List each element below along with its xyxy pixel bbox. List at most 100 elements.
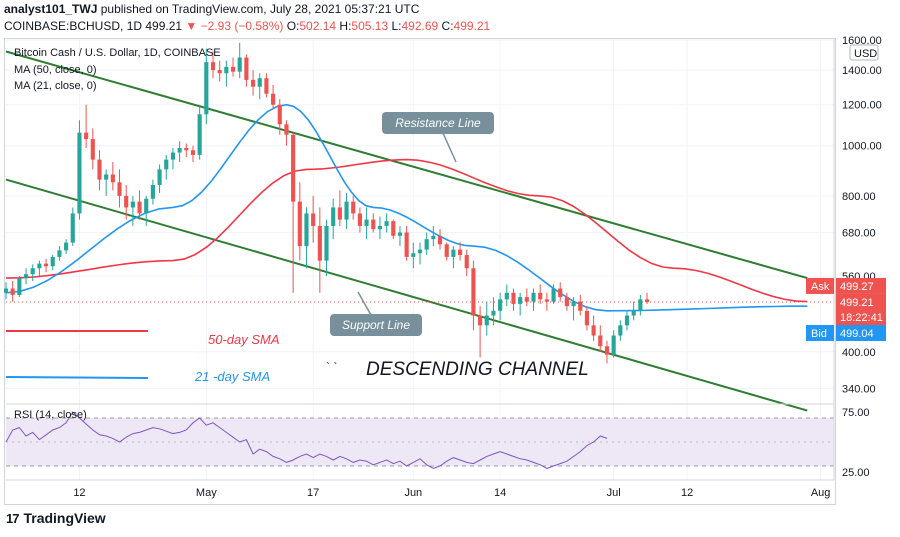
x-tick-label: Jun [404,487,422,499]
candle-body [264,78,269,94]
low-label: L: [391,19,402,33]
candles [3,42,650,364]
candle-body [43,263,49,267]
y-tick-label: 800.00 [842,191,876,203]
tradingview-brand: TradingView [23,510,106,526]
support-callout-box [330,314,422,336]
candle-body [311,213,316,226]
candle-body [531,292,536,302]
candle-body [644,299,650,302]
candle-body [511,292,516,304]
candle-body [591,325,596,336]
candle-body [618,325,623,336]
candle-body [351,201,356,214]
candle-body [124,195,129,208]
tradingview-logo-icon: 17 [6,510,20,526]
candle-body [117,182,122,196]
ask-value-box [836,277,886,294]
candle-body [611,335,616,355]
annotations: Resistance Line Support Line 50-day SMA 21 … [5,112,589,384]
sma50-annotation: 50-day SMA [208,332,280,347]
candle-body [377,225,383,230]
candle-body [210,62,216,71]
rsi-pane [5,411,608,469]
candle-body [277,104,282,125]
currency-label: USD [854,48,877,60]
candle-body [170,152,176,160]
bid-label-text: Bid [811,328,827,340]
candle-body [404,232,409,257]
candle-body [17,278,22,295]
rsi-band [6,417,834,467]
countdown-text: 18:22:41 [840,312,883,324]
tradingview-logo[interactable]: 17 TradingView [6,510,106,526]
candle-body [391,221,396,236]
candle-body [164,159,169,170]
candle-body [104,174,109,180]
chart-frame [4,38,836,505]
candle-body [130,201,135,208]
rsi-tick-label: 75.00 [842,407,870,419]
candle-body [357,213,362,226]
candle-body [304,213,309,247]
channel-and-ma-lines [5,50,834,412]
candle-body [437,235,443,245]
candle-body [90,139,95,160]
candle-body [50,256,55,267]
legend-rsi[interactable]: RSI (14, close) [14,409,87,421]
candle-body [257,78,262,87]
candle-body [244,57,249,80]
candle-body [37,263,42,269]
grid [6,39,834,480]
symbol-name[interactable]: COINBASE:BCHUSD, 1D [4,19,143,33]
candle-body [30,268,35,275]
x-tick-label: 12 [73,487,85,499]
y-tick-label: 1600.00 [842,35,882,47]
candle-body [137,201,142,214]
x-tick-label: May [196,487,217,499]
candle-body [97,159,102,180]
candle-body [284,124,289,135]
candle-body [457,249,463,256]
candle-body [3,288,9,293]
x-tick-label: 17 [307,487,319,499]
ask-value-text: 499.27 [840,281,874,293]
y-tick-label: 680.00 [842,227,876,239]
high-label: H: [339,19,352,33]
candle-body [297,201,302,247]
candle-body [551,288,556,302]
author-name[interactable]: analyst101_TWJ [4,2,98,16]
candle-body [498,299,503,311]
candle-body [70,213,75,243]
candle-body [504,292,509,300]
y-tick-label: 1400.00 [842,65,882,77]
symbol-price: 499.21 [145,19,183,33]
candle-body [64,242,69,251]
candle-body [317,225,322,261]
candle-body [184,147,189,151]
candle-body [190,150,196,155]
candle-body [291,134,296,202]
candle-body [431,235,436,240]
candle-body [384,221,389,226]
candle-body [478,315,483,326]
candle-body [464,255,469,269]
candle-body [451,249,456,257]
candle-body [518,297,523,304]
candle-body [324,225,329,261]
open-label: O: [286,19,300,33]
open-value: 502.14 [299,19,337,33]
legend-ma50[interactable]: MA (50, close, 0) [14,64,97,76]
last-price-text: 499.21 [840,297,874,309]
channel-annotation: DESCENDING CHANNEL [366,359,589,380]
close-label: C: [441,19,454,33]
candle-body [150,184,155,199]
candle-body [471,268,476,316]
legend-ma21[interactable]: MA (21, close, 0) [14,80,97,92]
candle-body [23,274,29,279]
candle-body [84,132,89,140]
legend-title[interactable]: Bitcoin Cash / U.S. Dollar, 1D, COINBASE [14,47,221,59]
bid-value-text: 499.04 [840,328,874,340]
candle-body [10,288,15,295]
